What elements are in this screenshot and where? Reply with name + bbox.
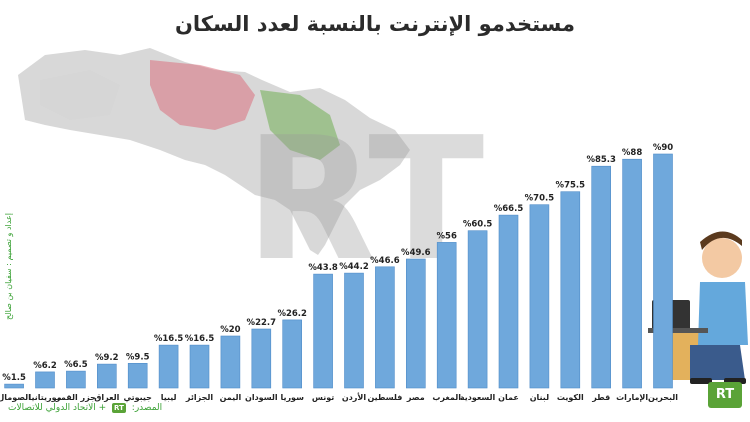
bar-value-label-2: %85.3: [586, 155, 616, 165]
chart-title: مستخدمو الإنترنت بالنسبة لعدد السكان: [174, 12, 576, 36]
bar-15: [189, 344, 210, 389]
bar-6: [467, 230, 488, 389]
bar-value-label-18: %9.2: [95, 353, 119, 363]
category-label-21: الصومال: [0, 393, 31, 402]
bar-value-label-3: %75.5: [556, 181, 586, 191]
bar-0: [653, 153, 673, 389]
category-label-5: عمان: [498, 393, 519, 402]
category-label-4: لبنان: [530, 393, 549, 402]
bar-14: [220, 335, 241, 389]
category-label-9: فلسطين: [367, 393, 402, 402]
bar-value-label-0: %90: [653, 143, 673, 153]
bar-16: [158, 344, 179, 389]
bar-3: [560, 191, 581, 389]
bar-value-label-12: %26.2: [277, 309, 307, 319]
bar-12: [282, 319, 303, 389]
bar-value-label-21: %1.5: [2, 373, 26, 383]
bar-18: [97, 363, 117, 389]
bar-2: [591, 165, 612, 389]
rt-logo: RT: [708, 382, 742, 408]
category-label-3: الكويت: [557, 393, 584, 402]
bar-7: [436, 242, 457, 389]
category-label-20: موريتانيا: [28, 393, 61, 402]
bar-21: [4, 383, 24, 389]
bar-value-label-8: %49.6: [401, 248, 431, 258]
source-note: المصدر: RT + الاتحاد الدولي للاتصالات: [8, 403, 162, 413]
bar-value-label-15: %16.5: [185, 334, 215, 344]
bar-value-label-1: %88: [622, 148, 642, 158]
bar-value-label-14: %20: [220, 325, 240, 335]
category-label-15: الجزائر: [185, 393, 213, 402]
bar-value-label-9: %46.6: [370, 256, 400, 266]
bar-5: [498, 214, 519, 389]
category-label-8: مصر: [406, 393, 425, 402]
category-label-2: قطر: [591, 393, 610, 402]
source-plus: +: [98, 403, 107, 413]
bar-value-label-7: %56: [437, 231, 457, 241]
bar-19: [66, 370, 86, 389]
bars-group: %90 البحرين %88 الإمارات %85.3 قطر %75.5 الكويت…: [0, 143, 678, 403]
category-label-10: الأردن: [342, 392, 366, 402]
bar-value-label-19: %6.5: [64, 360, 88, 370]
bar-11: [313, 273, 333, 389]
arab-world-map-illustration: [18, 48, 410, 255]
category-label-0: البحرين: [648, 393, 678, 402]
bar-4: [529, 204, 550, 389]
category-label-16: ليبيا: [161, 393, 177, 402]
design-credit: إعداد و تصميم : سفيان بن صالح: [4, 213, 13, 320]
category-label-12: سوريا: [280, 393, 304, 402]
bar-13: [251, 328, 272, 389]
bar-10: [344, 272, 364, 389]
category-label-11: تونس: [312, 393, 334, 403]
category-label-13: السودان: [245, 393, 278, 402]
bar-value-label-10: %44.2: [339, 262, 369, 272]
category-label-19: جزر القمر: [55, 393, 96, 402]
category-label-7: المغرب: [432, 393, 461, 402]
category-label-18: العراق: [94, 393, 119, 402]
bar-value-label-20: %6.2: [33, 361, 57, 371]
bar-17: [127, 362, 148, 389]
bar-value-label-16: %16.5: [154, 334, 184, 344]
category-label-1: الإمارات: [616, 393, 648, 402]
bar-value-label-6: %60.5: [463, 220, 493, 230]
source-org: الاتحاد الدولي للاتصالات: [8, 403, 96, 413]
bar-20: [35, 371, 55, 389]
bar-9: [375, 266, 395, 389]
source-prefix: المصدر:: [131, 403, 163, 413]
bar-8: [405, 258, 426, 389]
category-label-17: جيبوتي: [123, 393, 152, 402]
bar-value-label-4: %70.5: [525, 194, 555, 204]
rt-source-badge: RT: [112, 403, 126, 413]
bar-value-label-17: %9.5: [126, 352, 150, 362]
category-label-6: السعودية: [460, 393, 496, 402]
bar-value-label-13: %22.7: [247, 318, 277, 328]
bar-value-label-11: %43.8: [308, 263, 338, 273]
bar-1: [622, 158, 642, 389]
bar-value-label-5: %66.5: [494, 204, 524, 214]
category-label-14: اليمن: [220, 393, 242, 402]
